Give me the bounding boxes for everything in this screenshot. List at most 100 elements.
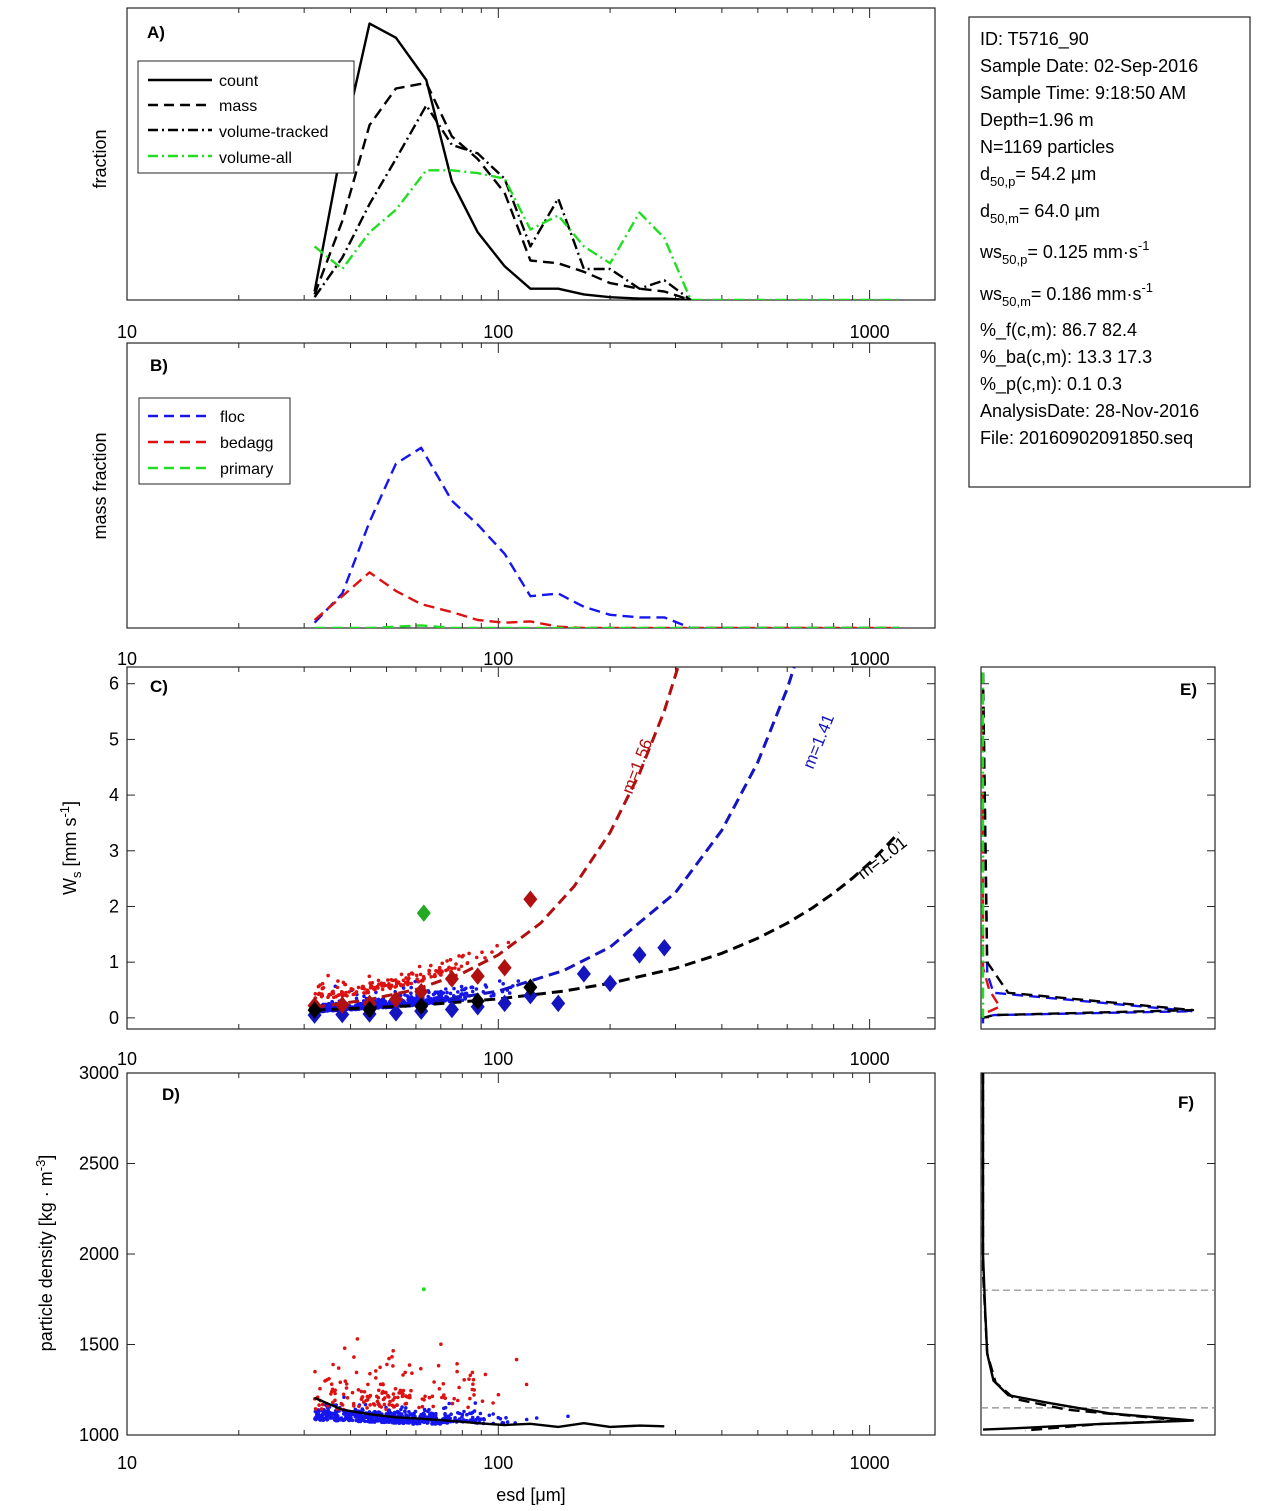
- y-tick-label: 0: [109, 1008, 119, 1028]
- scatter-point-bedagg: [439, 973, 443, 977]
- scatter-point-bedagg: [344, 1382, 349, 1386]
- x-tick-label: 1000: [850, 1049, 890, 1069]
- scatter-point-bedagg: [407, 1363, 412, 1367]
- scatter-point-bedagg: [468, 1373, 473, 1378]
- scatter-point-bedagg: [514, 1357, 519, 1362]
- scatter-point-bedagg: [331, 1362, 335, 1367]
- scatter-point-bedagg: [336, 979, 340, 983]
- scatter-point-bedagg: [465, 961, 470, 966]
- scatter-point-floc: [419, 1412, 423, 1417]
- scatter-point-bedagg: [403, 1370, 408, 1375]
- panel-d-ticks: 10 100 1000 1000 1500 2000 2500 3000: [79, 1063, 935, 1473]
- scatter-point-floc: [404, 1413, 408, 1417]
- scatter-point-bedagg: [471, 1382, 475, 1386]
- panel-e-series: [981, 672, 1195, 1024]
- scatter-point-bedagg: [439, 969, 444, 973]
- y-tick-label: 1: [109, 952, 119, 972]
- scatter-point-floc: [404, 1406, 408, 1410]
- median-marker-floc: [444, 1000, 459, 1019]
- scatter-point-bedagg: [429, 975, 434, 979]
- scatter-point-bedagg: [372, 1403, 377, 1407]
- scatter-point-floc: [422, 1412, 427, 1417]
- scatter-point-floc: [411, 1418, 415, 1423]
- scatter-point-bedagg: [356, 985, 361, 990]
- scatter-point-floc: [390, 1417, 395, 1422]
- panel-c-frame: [126, 666, 936, 1030]
- scatter-point-floc: [426, 1420, 430, 1425]
- scatter-point-floc: [428, 996, 433, 1001]
- scatter-point-bedagg: [367, 974, 372, 979]
- scatter-point-floc: [362, 994, 366, 999]
- scatter-point-bedagg: [421, 977, 426, 981]
- panel-a-ylabel: fraction: [90, 129, 110, 188]
- median-marker-bedagg: [444, 970, 459, 988]
- scatter-point-bedagg: [423, 1394, 427, 1399]
- scatter-point-floc: [456, 990, 460, 994]
- scatter-point-bedagg: [343, 982, 348, 987]
- scatter-point-bedagg: [320, 992, 324, 996]
- scatter-point-bedagg: [455, 1369, 459, 1374]
- scatter-point-bedagg: [362, 987, 367, 991]
- panel-e-frame: [980, 666, 1216, 1030]
- scatter-point-bedagg: [330, 990, 335, 994]
- scatter-point-bedagg: [333, 1398, 337, 1403]
- scatter-point-bedagg: [445, 959, 449, 963]
- median-marker-all: [362, 1000, 377, 1019]
- scatter-point-bedagg: [401, 1388, 406, 1393]
- panel-a-label: A): [147, 23, 165, 42]
- scatter-point-bedagg: [437, 1387, 442, 1391]
- median-marker-bedagg: [470, 967, 485, 985]
- legend-label-volume-tracked: volume-tracked: [219, 124, 328, 141]
- fit-line: [314, 667, 680, 1009]
- scatter-point-bedagg: [364, 991, 368, 995]
- scatter-point-floc: [342, 1395, 346, 1399]
- median-marker-floc: [603, 974, 618, 993]
- median-marker-floc: [657, 938, 672, 957]
- scatter-point-floc: [473, 1401, 478, 1405]
- scatter-point-bedagg: [374, 1369, 378, 1373]
- scatter-point-bedagg: [364, 1398, 369, 1403]
- scatter-point-floc: [403, 1409, 407, 1413]
- scatter-point-bedagg: [440, 1395, 444, 1400]
- scatter-point-floc: [491, 1412, 496, 1416]
- panel-f-label: F): [1178, 1093, 1194, 1112]
- scatter-point-floc: [349, 1416, 353, 1420]
- scatter-point-floc: [354, 996, 359, 1001]
- scatter-point-bedagg: [368, 981, 372, 985]
- scatter-point-bedagg: [326, 995, 330, 999]
- panel-f: F): [980, 1072, 1216, 1436]
- scatter-point-floc: [505, 1420, 510, 1424]
- panel-d-mean-line: [314, 1396, 665, 1429]
- scatter-point-bedagg: [335, 985, 340, 990]
- scatter-point-floc: [327, 1414, 332, 1419]
- scatter-point-bedagg: [450, 1401, 455, 1406]
- panel-a-xticks: 10 100 1000: [117, 8, 890, 342]
- scatter-point-floc: [405, 994, 410, 998]
- scatter-point-bedagg: [496, 1392, 501, 1397]
- scatter-point-bedagg: [429, 963, 433, 968]
- scatter-point-bedagg: [321, 986, 326, 990]
- scatter-point-floc: [409, 995, 414, 999]
- fit-line: [314, 667, 796, 1014]
- scatter-point-bedagg: [381, 1382, 385, 1387]
- scatter-point-bedagg: [390, 1355, 394, 1359]
- info-line-ws50p: ws50,p= 0.125 mm·s-1: [979, 238, 1149, 267]
- scatter-point-bedagg: [419, 1366, 423, 1371]
- panel-c-ylabel: Ws [mm s-1]: [57, 801, 84, 895]
- median-marker-floc: [497, 994, 512, 1013]
- info-line: Sample Time: 9:18:50 AM: [980, 83, 1186, 103]
- scatter-point-bedagg: [376, 1402, 381, 1406]
- scatter-point-bedagg: [474, 955, 479, 960]
- scatter-point-floc: [316, 1415, 321, 1419]
- scatter-point-floc: [462, 1409, 466, 1414]
- scatter-point-bedagg: [409, 1388, 413, 1393]
- scatter-point-bedagg: [467, 951, 471, 956]
- scatter-point-floc: [431, 1414, 436, 1419]
- panel-d-frame: [126, 1072, 936, 1436]
- scatter-point-floc: [447, 1401, 452, 1406]
- scatter-point-bedagg: [334, 994, 338, 999]
- scatter-point-bedagg: [385, 1362, 389, 1367]
- scatter-point-bedagg: [380, 987, 385, 992]
- scatter-point-floc: [460, 1415, 464, 1419]
